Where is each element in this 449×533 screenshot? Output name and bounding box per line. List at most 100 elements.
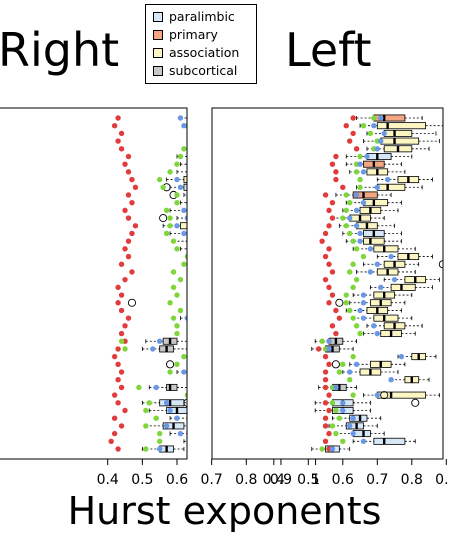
box-row: [343, 122, 443, 130]
box: [183, 176, 187, 184]
red-point: [329, 292, 336, 298]
blue-point: [205, 146, 210, 151]
x-tick-label: 1: [311, 472, 320, 488]
box: [194, 215, 218, 221]
red-point: [118, 130, 125, 137]
green-point: [174, 199, 180, 206]
x-tick-label: 0.9: [435, 472, 449, 488]
box: [198, 161, 219, 167]
blue-point: [357, 307, 363, 314]
box-row: [326, 260, 443, 269]
outlier-point: [183, 398, 187, 407]
box: [345, 422, 364, 430]
box-row: [115, 377, 121, 383]
blue-point: [181, 207, 187, 214]
red-point: [115, 300, 121, 306]
blue-point: [192, 200, 197, 205]
box: [390, 283, 416, 291]
red-point: [111, 122, 118, 129]
box-row: [329, 291, 413, 299]
box: [212, 300, 229, 306]
red-point: [329, 269, 336, 275]
box-row: [122, 207, 187, 214]
box-row: [314, 407, 371, 414]
blue-point: [357, 238, 363, 244]
blue-point: [360, 438, 367, 445]
box: [383, 129, 413, 137]
blue-point: [360, 300, 367, 306]
green-point: [136, 384, 142, 391]
box-row: [122, 323, 187, 329]
box: [159, 399, 185, 407]
green-point: [353, 169, 360, 175]
blue-point: [174, 415, 180, 421]
green-point: [170, 284, 177, 291]
red-point: [319, 238, 325, 244]
blue-point: [167, 407, 173, 414]
green-point: [336, 369, 343, 375]
outlier-point: [159, 214, 168, 223]
red-point: [347, 138, 353, 144]
box-row: [322, 422, 378, 430]
blue-point: [378, 138, 384, 144]
box-row: [111, 430, 187, 438]
red-point: [125, 253, 132, 260]
red-point: [129, 176, 135, 183]
red-point: [326, 261, 332, 267]
box: [373, 245, 399, 253]
box-row: [118, 261, 243, 267]
green-point: [343, 292, 349, 298]
box-row: [318, 383, 358, 391]
outlier-point: [198, 353, 205, 360]
red-point: [125, 315, 132, 321]
blue-point: [202, 131, 207, 136]
green-point: [163, 230, 170, 237]
box-row: [115, 445, 185, 453]
blue-point: [188, 161, 193, 166]
blue-point: [398, 353, 405, 360]
green-point: [188, 115, 193, 120]
red-point: [108, 438, 114, 445]
box-row: [118, 422, 187, 430]
box-row: [311, 345, 354, 353]
green-point: [184, 392, 187, 398]
box: [201, 246, 229, 252]
box-row: [118, 383, 187, 391]
blue-point: [353, 192, 360, 198]
box: [219, 261, 243, 267]
box: [205, 361, 226, 367]
red-point: [326, 207, 332, 214]
legend-label-association: association: [169, 45, 240, 60]
box-row: [108, 438, 187, 445]
box-row: [122, 246, 229, 252]
green-point: [167, 369, 173, 375]
box: [205, 192, 233, 198]
box-row: [115, 115, 193, 121]
box: [229, 392, 250, 398]
blue-point: [360, 169, 367, 175]
red-point: [333, 330, 339, 337]
blue-point: [371, 122, 377, 129]
blue-point: [181, 369, 187, 375]
green-point: [340, 215, 346, 221]
blue-point: [364, 153, 370, 160]
box: [212, 123, 240, 129]
green-point: [360, 122, 367, 129]
box-row: [111, 122, 240, 129]
red-point: [333, 307, 339, 314]
blue-point: [163, 423, 170, 429]
green-point: [174, 330, 180, 337]
box-row: [314, 398, 420, 407]
green-point: [174, 323, 180, 329]
box-row: [118, 369, 187, 375]
box-row: [326, 430, 385, 438]
red-point: [122, 323, 128, 329]
green-point: [329, 423, 336, 429]
red-point: [122, 276, 128, 283]
legend-label-primary: primary: [169, 27, 218, 42]
red-point: [322, 369, 329, 375]
box-row: [111, 353, 205, 360]
box-row: [326, 391, 440, 400]
red-point: [129, 269, 135, 275]
outlier-point: [166, 360, 175, 369]
